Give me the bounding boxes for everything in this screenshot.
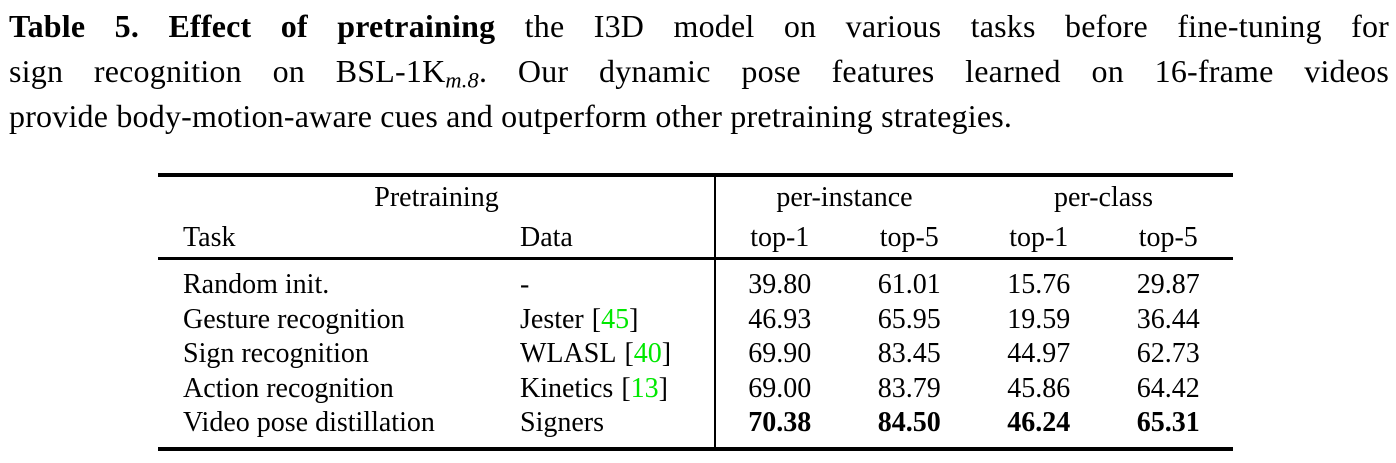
table-caption: Table 5. Effect of pretraining the I3D m…: [9, 4, 1389, 139]
data-cell: Kinetics [13]: [520, 373, 715, 405]
column-header-pi-top1: top-1: [750, 222, 810, 253]
column-header-task: Task: [183, 222, 236, 253]
citation-number: 45: [601, 303, 630, 335]
table-group-header-row: Pretraining per-instance per-class: [158, 177, 1233, 219]
value-cell: 46.93: [748, 303, 812, 335]
group-header-pretraining: Pretraining: [374, 182, 499, 213]
table-bottom-rule: [158, 446, 1233, 451]
value-cell: 45.86: [1007, 372, 1071, 404]
group-header-per-class: per-class: [1054, 182, 1153, 213]
citation-bracket-open: [: [624, 338, 634, 370]
results-table: Pretraining per-instance per-class Task …: [158, 173, 1233, 451]
value-cell: 69.90: [748, 338, 812, 370]
data-cell: -: [520, 269, 530, 301]
table-top-rule: [158, 173, 1233, 177]
task-cell: Sign recognition: [183, 338, 369, 370]
value-cell: 36.44: [1136, 303, 1200, 335]
caption-subscript: m.8: [445, 67, 479, 93]
citation-bracket-close: ]: [661, 338, 672, 370]
caption-line-2: sign recognition on BSL-1Km.8. Our dynam…: [9, 49, 1389, 94]
caption-line-1: Table 5. Effect of pretraining the I3D m…: [9, 4, 1389, 49]
value-cell: 44.97: [1007, 338, 1071, 370]
value-cell: 15.76: [1007, 269, 1071, 301]
value-cell: 83.79: [877, 372, 941, 404]
task-cell: Random init.: [183, 269, 330, 301]
citation-number: 13: [630, 372, 659, 404]
citation-number: 40: [633, 338, 662, 370]
task-cell: Video pose distillation: [183, 407, 435, 439]
task-cell: Action recognition: [183, 372, 394, 404]
column-header-data: Data: [520, 222, 573, 253]
value-cell: 39.80: [748, 269, 812, 301]
dataset-name: Kinetics: [520, 372, 614, 404]
value-cell-best: 84.50: [877, 407, 941, 439]
caption-line1-text: the I3D model on various tasks before fi…: [495, 8, 1390, 44]
table-row-sign-recognition: Sign recognition WLASL [40] 69.90 83.45 4…: [158, 337, 1233, 372]
value-cell-best: 70.38: [748, 407, 812, 439]
table-row-video-pose-distillation: Video pose distillation Signers 70.38 84…: [158, 406, 1233, 441]
data-cell: Signers: [520, 407, 604, 439]
value-cell: 19.59: [1007, 303, 1071, 335]
citation-bracket-close: ]: [658, 372, 668, 404]
citation-bracket-open: [: [621, 372, 631, 404]
caption-line-3: provide body-motion-aware cues and outpe…: [9, 98, 1013, 134]
table-row-random-init: Random init. - 39.80 61.01 15.76 29.87: [158, 268, 1233, 303]
group-header-per-instance: per-instance: [776, 182, 913, 213]
value-cell: 65.95: [877, 303, 941, 335]
task-cell: Gesture recognition: [183, 303, 405, 335]
table-header-rule: [158, 257, 1233, 260]
caption-line2-pre: sign recognition on BSL-1K: [9, 53, 446, 89]
value-cell-best: 65.31: [1136, 407, 1200, 439]
caption-bold-title: Table 5. Effect of pretraining: [9, 8, 496, 44]
column-header-pc-top1: top-1: [1009, 222, 1069, 253]
column-header-pi-top5: top-5: [879, 222, 939, 253]
value-cell-best: 46.24: [1007, 407, 1071, 439]
data-cell: WLASL [40]: [520, 338, 715, 370]
table-vertical-rule: [714, 173, 716, 451]
dataset-name: Jester: [520, 303, 584, 335]
value-cell: 62.73: [1136, 338, 1200, 370]
value-cell: 29.87: [1136, 269, 1200, 301]
table-row-action-recognition: Action recognition Kinetics [13] 69.00 83…: [158, 372, 1233, 407]
table-row-gesture-recognition: Gesture recognition Jester [45] 46.93 65.…: [158, 303, 1233, 338]
citation-bracket-open: [: [591, 303, 602, 335]
citation-bracket-close: ]: [629, 303, 639, 335]
value-cell: 83.45: [877, 338, 941, 370]
column-header-pc-top5: top-5: [1138, 222, 1198, 253]
caption-line2-post: . Our dynamic pose features learned on 1…: [478, 53, 1389, 89]
data-cell: Jester [45]: [520, 304, 715, 336]
value-cell: 69.00: [748, 372, 812, 404]
value-cell: 64.42: [1136, 372, 1200, 404]
table-column-header-row: Task Data top-1 top-5 top-1 top-5: [158, 219, 1233, 257]
dataset-name: WLASL: [520, 338, 617, 370]
table-body: Random init. - 39.80 61.01 15.76 29.87 G…: [158, 260, 1233, 447]
value-cell: 61.01: [877, 269, 941, 301]
